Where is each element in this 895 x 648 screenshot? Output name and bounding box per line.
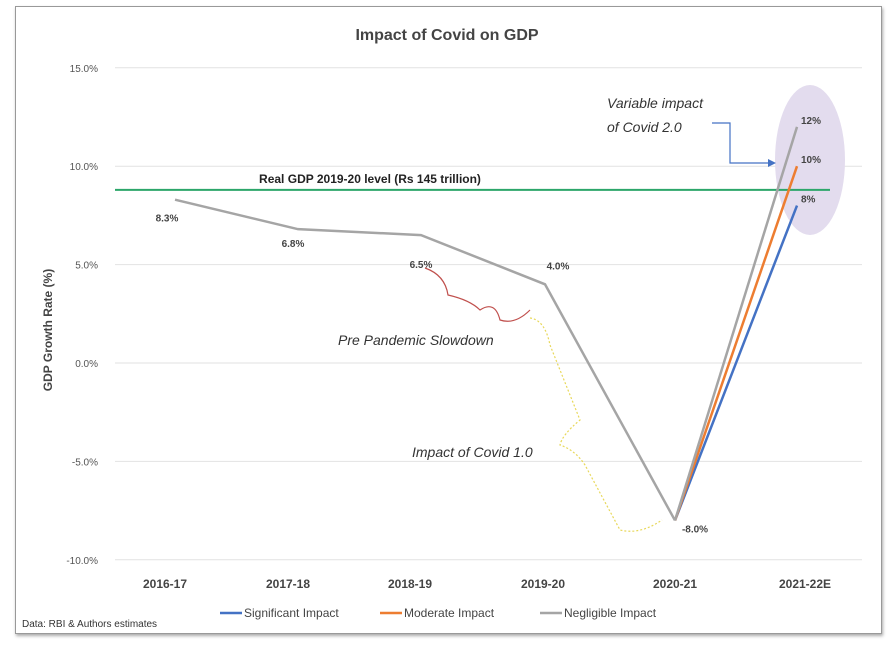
end-data-label: 8% bbox=[801, 195, 816, 206]
x-tick-label: 2017-18 bbox=[266, 577, 310, 591]
data-label: 8.3% bbox=[156, 214, 179, 225]
annotation-covid2: Variable impact bbox=[607, 95, 704, 111]
x-tick-label: 2021-22E bbox=[779, 577, 831, 591]
source-note: Data: RBI & Authors estimates bbox=[22, 619, 157, 630]
legend-label: Negligible Impact bbox=[564, 606, 657, 620]
end-data-label: 12% bbox=[801, 116, 821, 127]
data-label: -8.0% bbox=[682, 524, 708, 535]
chart-title: Impact of Covid on GDP bbox=[355, 27, 538, 44]
series-line-moderate-impact bbox=[673, 165, 799, 521]
arrow-head-icon bbox=[768, 159, 776, 167]
annotation-arrow bbox=[712, 122, 768, 164]
data-label: 6.8% bbox=[282, 239, 305, 250]
reference-line-label: Real GDP 2019-20 level (Rs 145 trillion) bbox=[259, 172, 481, 186]
y-tick-label: -10.0% bbox=[66, 556, 98, 567]
y-tick-label: 15.0% bbox=[70, 64, 98, 75]
x-tick-label: 2019-20 bbox=[521, 577, 565, 591]
legend-label: Moderate Impact bbox=[404, 606, 495, 620]
history-line bbox=[174, 198, 677, 522]
highlight-ellipse bbox=[775, 85, 845, 235]
series-line-significant-impact bbox=[673, 205, 799, 521]
annotation-covid1: Impact of Covid 1.0 bbox=[412, 444, 533, 460]
legend-label: Significant Impact bbox=[244, 606, 339, 620]
x-tick-label: 2016-17 bbox=[143, 577, 187, 591]
end-data-label: 10% bbox=[801, 155, 821, 166]
x-tick-label: 2018-19 bbox=[388, 577, 432, 591]
x-tick-label: 2020-21 bbox=[653, 577, 697, 591]
series-line-negligible-impact bbox=[673, 126, 799, 521]
annotation-covid2-line2: of Covid 2.0 bbox=[607, 119, 682, 135]
y-tick-label: 10.0% bbox=[70, 162, 98, 173]
y-tick-label: 0.0% bbox=[75, 359, 98, 370]
annotation-slowdown: Pre Pandemic Slowdown bbox=[338, 332, 494, 348]
slowdown-brace bbox=[424, 267, 531, 322]
y-axis-label: GDP Growth Rate (%) bbox=[41, 269, 55, 391]
y-tick-label: -5.0% bbox=[72, 457, 98, 468]
data-label: 4.0% bbox=[547, 261, 570, 272]
covid1-brace bbox=[529, 317, 663, 532]
y-tick-label: 5.0% bbox=[75, 261, 98, 272]
data-label: 6.5% bbox=[410, 260, 433, 271]
